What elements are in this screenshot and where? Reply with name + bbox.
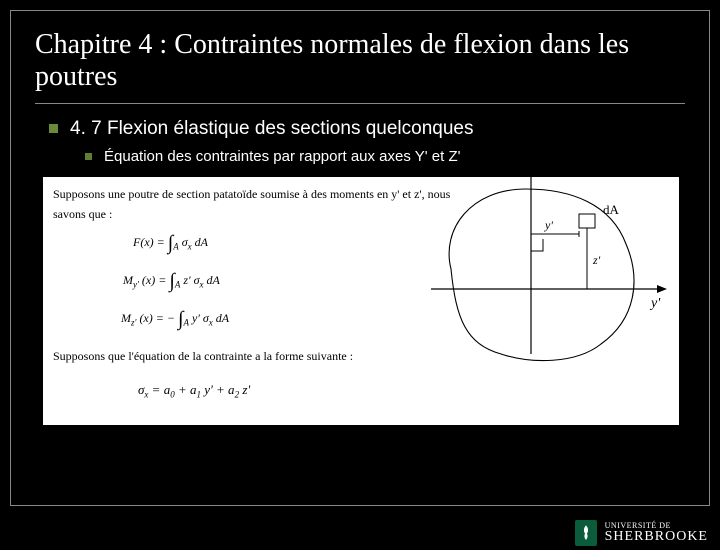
square-bullet-icon [49,124,58,133]
square-bullet-icon [85,153,92,160]
footer-text: UNIVERSITÉ DE SHERBROOKE [605,522,708,544]
eq-Mz-lhs: Mz' (x) = − [121,311,175,325]
int-sub2: A [175,280,181,290]
eq-F-lhs: F(x) = [133,235,165,249]
cross-section-diagram: z' y' dA y' z' [411,159,671,379]
university-logo-icon [575,520,597,546]
eq-sigma: σx = a0 + a1 y' + a2 z' [138,382,250,400]
slide-title: Chapitre 4 : Contraintes normales de fle… [35,29,685,104]
axis-z-label: z' [540,166,550,181]
slide-frame: Chapitre 4 : Contraintes normales de fle… [10,10,710,506]
bullet-level2-text: Équation des contraintes par rapport aux… [104,148,461,165]
dA-label: dA [603,202,620,217]
eq-My-rhs: z' σx dA [183,273,220,287]
eq-Mz-rhs: y' σx dA [192,311,229,325]
int-sub: A [173,242,179,252]
eq-F-rhs: σx dA [182,235,208,249]
int-sub3: A [183,318,189,328]
eq-My-lhs: My' (x) = [123,273,166,287]
eq-F: F(x) = ∫A σx dA [133,229,208,252]
intro-line1: Supposons une poutre de section patatoïd… [53,187,450,202]
intro-line3: Supposons que l'équation de la contraint… [53,349,353,364]
eq-My: My' (x) = ∫A z' σx dA [123,267,220,290]
axis-y-label: y' [649,296,661,311]
intro-line2: savons que : [53,207,112,222]
yprime-dim-label: y' [544,218,553,232]
bullet-level1: 4. 7 Flexion élastique des sections quel… [49,118,685,140]
eq-Mz: Mz' (x) = − ∫A y' σx dA [121,305,229,328]
content-figure: Supposons une poutre de section patatoïd… [43,177,679,425]
zprime-dim-label: z' [592,253,601,267]
footer-big: SHERBROOKE [605,530,708,544]
bullet-level1-text: 4. 7 Flexion élastique des sections quel… [70,118,473,140]
footer: UNIVERSITÉ DE SHERBROOKE [575,520,708,546]
